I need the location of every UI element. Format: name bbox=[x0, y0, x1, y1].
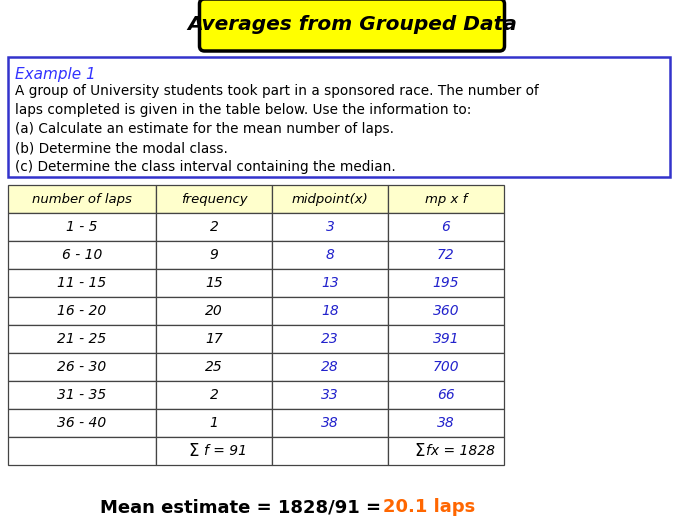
Bar bbox=[388, 381, 504, 409]
Bar bbox=[8, 241, 156, 269]
Text: 17: 17 bbox=[205, 332, 223, 346]
Text: $\Sigma$: $\Sigma$ bbox=[188, 442, 199, 460]
Bar bbox=[388, 297, 504, 325]
Text: mp x f: mp x f bbox=[425, 193, 467, 205]
Text: 38: 38 bbox=[321, 416, 339, 430]
Bar bbox=[156, 381, 272, 409]
Text: laps completed is given in the table below. Use the information to:: laps completed is given in the table bel… bbox=[15, 103, 471, 117]
Bar bbox=[8, 353, 156, 381]
Bar bbox=[8, 185, 156, 213]
Text: 33: 33 bbox=[321, 388, 339, 402]
Text: 21 - 25: 21 - 25 bbox=[57, 332, 106, 346]
Bar bbox=[272, 269, 388, 297]
Text: 700: 700 bbox=[433, 360, 459, 374]
Text: Mean estimate = 1828/91 =: Mean estimate = 1828/91 = bbox=[100, 498, 387, 516]
Bar bbox=[272, 185, 388, 213]
Text: (b) Determine the modal class.: (b) Determine the modal class. bbox=[15, 141, 228, 155]
Text: 11 - 15: 11 - 15 bbox=[57, 276, 106, 290]
Text: 2: 2 bbox=[209, 220, 218, 234]
Bar bbox=[388, 353, 504, 381]
Bar bbox=[388, 213, 504, 241]
Bar bbox=[388, 241, 504, 269]
Text: (c) Determine the class interval containing the median.: (c) Determine the class interval contain… bbox=[15, 160, 395, 174]
Text: 2: 2 bbox=[209, 388, 218, 402]
Bar bbox=[156, 185, 272, 213]
Text: 6: 6 bbox=[442, 220, 450, 234]
Bar bbox=[272, 241, 388, 269]
FancyBboxPatch shape bbox=[199, 0, 505, 51]
Bar bbox=[388, 409, 504, 437]
Text: Averages from Grouped Data: Averages from Grouped Data bbox=[187, 16, 517, 35]
Text: 18: 18 bbox=[321, 304, 339, 318]
Bar bbox=[156, 325, 272, 353]
Bar bbox=[8, 297, 156, 325]
Bar bbox=[156, 437, 272, 465]
Text: 9: 9 bbox=[209, 248, 218, 262]
Bar bbox=[156, 269, 272, 297]
Bar bbox=[272, 213, 388, 241]
Text: 360: 360 bbox=[433, 304, 459, 318]
Bar bbox=[8, 213, 156, 241]
Text: 16 - 20: 16 - 20 bbox=[57, 304, 106, 318]
Bar bbox=[8, 57, 670, 177]
Text: 36 - 40: 36 - 40 bbox=[57, 416, 106, 430]
Text: 66: 66 bbox=[437, 388, 455, 402]
Text: 20.1 laps: 20.1 laps bbox=[383, 498, 475, 516]
Bar bbox=[156, 297, 272, 325]
Text: midpoint(x): midpoint(x) bbox=[292, 193, 368, 205]
Bar bbox=[156, 409, 272, 437]
Text: 31 - 35: 31 - 35 bbox=[57, 388, 106, 402]
Text: Example 1: Example 1 bbox=[15, 67, 96, 82]
Text: 26 - 30: 26 - 30 bbox=[57, 360, 106, 374]
Text: 20: 20 bbox=[205, 304, 223, 318]
Bar bbox=[156, 353, 272, 381]
Bar bbox=[8, 381, 156, 409]
Text: 15: 15 bbox=[205, 276, 223, 290]
Text: 28: 28 bbox=[321, 360, 339, 374]
Bar bbox=[272, 353, 388, 381]
Text: (a) Calculate an estimate for the mean number of laps.: (a) Calculate an estimate for the mean n… bbox=[15, 122, 394, 136]
Bar bbox=[156, 213, 272, 241]
Bar bbox=[272, 297, 388, 325]
Bar bbox=[8, 409, 156, 437]
Text: 3: 3 bbox=[326, 220, 335, 234]
Text: A group of University students took part in a sponsored race. The number of: A group of University students took part… bbox=[15, 84, 539, 98]
Text: 8: 8 bbox=[326, 248, 335, 262]
Bar bbox=[272, 381, 388, 409]
Text: 1 - 5: 1 - 5 bbox=[66, 220, 98, 234]
Text: 13: 13 bbox=[321, 276, 339, 290]
Text: 1: 1 bbox=[209, 416, 218, 430]
Text: fx = 1828: fx = 1828 bbox=[426, 444, 494, 458]
Bar bbox=[388, 269, 504, 297]
Bar bbox=[8, 325, 156, 353]
Text: 391: 391 bbox=[433, 332, 459, 346]
Text: f = 91: f = 91 bbox=[204, 444, 248, 458]
Bar bbox=[388, 325, 504, 353]
Bar bbox=[388, 437, 504, 465]
Bar bbox=[272, 437, 388, 465]
Text: 38: 38 bbox=[437, 416, 455, 430]
Text: 72: 72 bbox=[437, 248, 455, 262]
Bar bbox=[272, 325, 388, 353]
Text: 6 - 10: 6 - 10 bbox=[62, 248, 102, 262]
Bar bbox=[388, 185, 504, 213]
Bar bbox=[8, 437, 156, 465]
Text: number of laps: number of laps bbox=[32, 193, 132, 205]
Text: frequency: frequency bbox=[181, 193, 247, 205]
Bar bbox=[8, 269, 156, 297]
Bar bbox=[272, 409, 388, 437]
Text: 25: 25 bbox=[205, 360, 223, 374]
Bar bbox=[156, 241, 272, 269]
Text: 23: 23 bbox=[321, 332, 339, 346]
Text: 195: 195 bbox=[433, 276, 459, 290]
Text: $\Sigma$: $\Sigma$ bbox=[414, 442, 426, 460]
